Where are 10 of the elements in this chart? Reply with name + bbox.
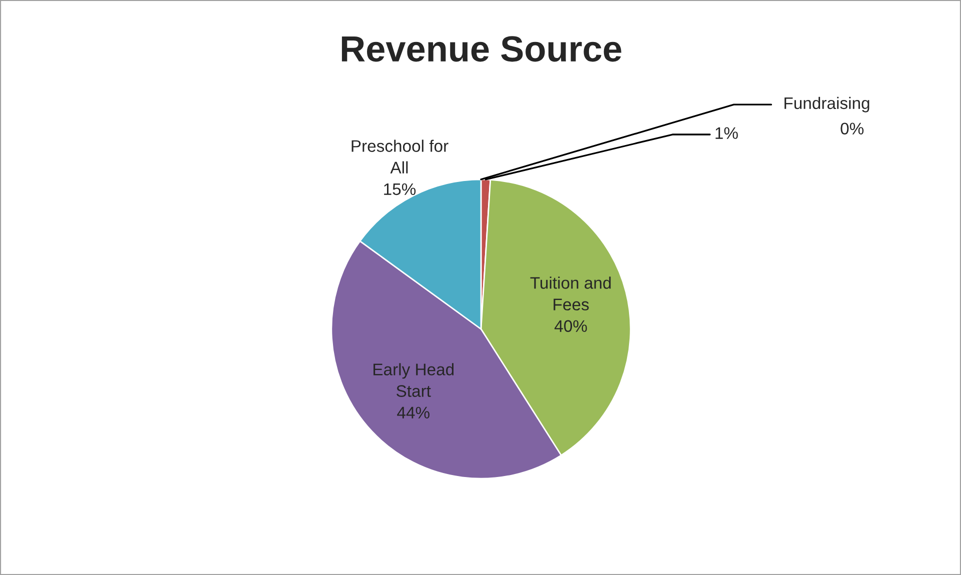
data-label: 44%	[397, 406, 430, 418]
chart-title: Revenue Source	[342, 36, 622, 62]
data-label: 40%	[554, 320, 587, 332]
data-label: 15%	[384, 183, 416, 196]
text: 0%	[840, 122, 864, 135]
slice-label: Tuition and Fees	[530, 276, 611, 310]
slice-label: Early Head Start	[374, 363, 454, 397]
category-label: Fundraising	[784, 96, 870, 112]
slice-label: Preschool for All	[352, 140, 448, 174]
data-label: 1%	[716, 127, 738, 139]
